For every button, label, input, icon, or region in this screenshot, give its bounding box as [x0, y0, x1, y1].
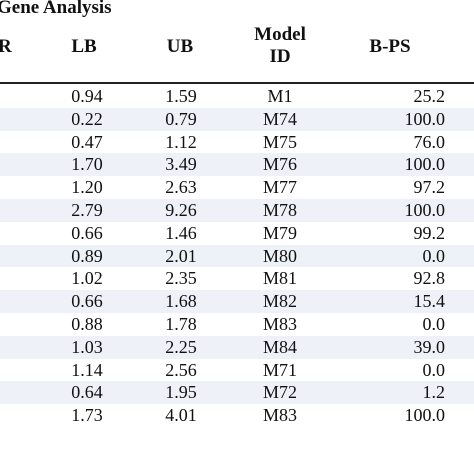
cell-ub: 1.59 [165, 86, 197, 106]
cell-model-id: M83 [262, 313, 297, 334]
cell-ub: 1.78 [165, 313, 197, 334]
header-ub: UB [166, 36, 194, 57]
cell-ub: 0.79 [165, 108, 197, 129]
cell-model-id: M72 [262, 382, 297, 403]
table-row: 2.79 9.26 M78 100.0 [0, 198, 474, 222]
cell-lb: 0.47 [71, 131, 103, 152]
table-row: 0.64 1.95 M72 1.2 [0, 381, 474, 405]
table-row: 0.89 2.01 M80 0.0 [0, 244, 474, 268]
cell-lb: 0.66 [71, 291, 103, 312]
cell-b-ps: 15.4 [413, 291, 446, 312]
cell-model-id: M1 [267, 86, 293, 106]
table-row: 1.70 3.49 M76 100.0 [0, 153, 474, 177]
cell-model-id: M82 [262, 291, 297, 312]
table-row: 1.02 2.35 M81 92.8 [0, 267, 474, 290]
table-row: 0.22 0.79 M74 100.0 [0, 107, 474, 131]
header-model-id: Model ID [240, 24, 320, 68]
cell-ub: 9.26 [165, 199, 197, 220]
cell-lb: 0.89 [71, 245, 103, 266]
cell-ub: 1.68 [165, 291, 197, 312]
table-row: 0.66 1.46 M79 99.2 [0, 222, 474, 245]
table-row: 0.47 1.12 M75 76.0 [0, 131, 474, 154]
cell-b-ps: 0.0 [422, 359, 446, 380]
cell-ub: 1.95 [165, 382, 197, 403]
cell-model-id: M80 [262, 245, 297, 266]
cell-b-ps: 100.0 [404, 154, 446, 175]
cell-model-id: M84 [262, 336, 297, 357]
cell-ub: 1.12 [165, 131, 197, 152]
cell-lb: 1.70 [71, 154, 103, 175]
cell-ub: 1.46 [165, 222, 197, 243]
cell-b-ps: 100.0 [404, 108, 446, 129]
header-model-id-line2: ID [269, 46, 291, 67]
cell-model-id: M79 [262, 222, 297, 243]
header-r: R [0, 36, 12, 57]
cell-b-ps: 100.0 [404, 405, 446, 426]
cell-b-ps: 25.2 [413, 86, 446, 106]
cell-model-id: M81 [262, 268, 297, 289]
cell-lb: 1.20 [71, 177, 103, 198]
cell-b-ps: 39.0 [413, 336, 446, 357]
header-lb: LB [71, 36, 97, 57]
cell-lb: 1.14 [71, 359, 103, 380]
cell-lb: 0.88 [71, 313, 103, 334]
table-row: 1.20 2.63 M77 97.2 [0, 176, 474, 199]
header-b-ps: B-PS [369, 36, 411, 57]
cell-model-id: M71 [262, 359, 297, 380]
cell-ub: 2.25 [165, 336, 197, 357]
cell-lb: 0.94 [71, 86, 103, 106]
cell-b-ps: 0.0 [422, 313, 446, 334]
cell-lb: 1.03 [71, 336, 103, 357]
table-title: Gene Analysis [0, 0, 112, 18]
cell-b-ps: 100.0 [404, 199, 446, 220]
header-rule [0, 82, 474, 84]
cell-model-id: M76 [262, 154, 297, 175]
cell-lb: 0.22 [71, 108, 103, 129]
table-row: 0.94 1.59 M1 25.2 [0, 85, 474, 108]
cell-b-ps: 1.2 [422, 382, 446, 403]
cell-b-ps: 92.8 [413, 268, 446, 289]
cell-ub: 2.56 [165, 359, 197, 380]
cell-lb: 1.73 [71, 405, 103, 426]
cell-model-id: M78 [262, 199, 297, 220]
cell-ub: 4.01 [165, 405, 197, 426]
cell-ub: 2.01 [165, 245, 197, 266]
cell-b-ps: 0.0 [422, 245, 446, 266]
cell-model-id: M83 [262, 405, 297, 426]
cell-ub: 2.35 [165, 268, 197, 289]
table-row: 0.88 1.78 M83 0.0 [0, 313, 474, 336]
cell-b-ps: 99.2 [413, 222, 446, 243]
table-row: 1.03 2.25 M84 39.0 [0, 335, 474, 359]
table-row: 1.14 2.56 M71 0.0 [0, 359, 474, 382]
cell-b-ps: 76.0 [413, 131, 446, 152]
cell-model-id: M75 [262, 131, 297, 152]
cell-model-id: M77 [262, 177, 297, 198]
table-row: 0.66 1.68 M82 15.4 [0, 290, 474, 313]
cell-lb: 0.64 [71, 382, 103, 403]
cell-ub: 3.49 [165, 154, 197, 175]
cell-lb: 1.02 [71, 268, 103, 289]
cell-ub: 2.63 [165, 177, 197, 198]
cell-lb: 2.79 [71, 199, 103, 220]
table-row: 1.73 4.01 M83 100.0 [0, 404, 474, 427]
cell-b-ps: 97.2 [413, 177, 446, 198]
cell-lb: 0.66 [71, 222, 103, 243]
cell-model-id: M74 [262, 108, 297, 129]
table-body: 0.94 1.59 M1 25.2 0.22 0.79 M74 100.0 0.47 1.12 M7… [0, 85, 474, 427]
header-model-id-line1: Model [254, 24, 306, 45]
